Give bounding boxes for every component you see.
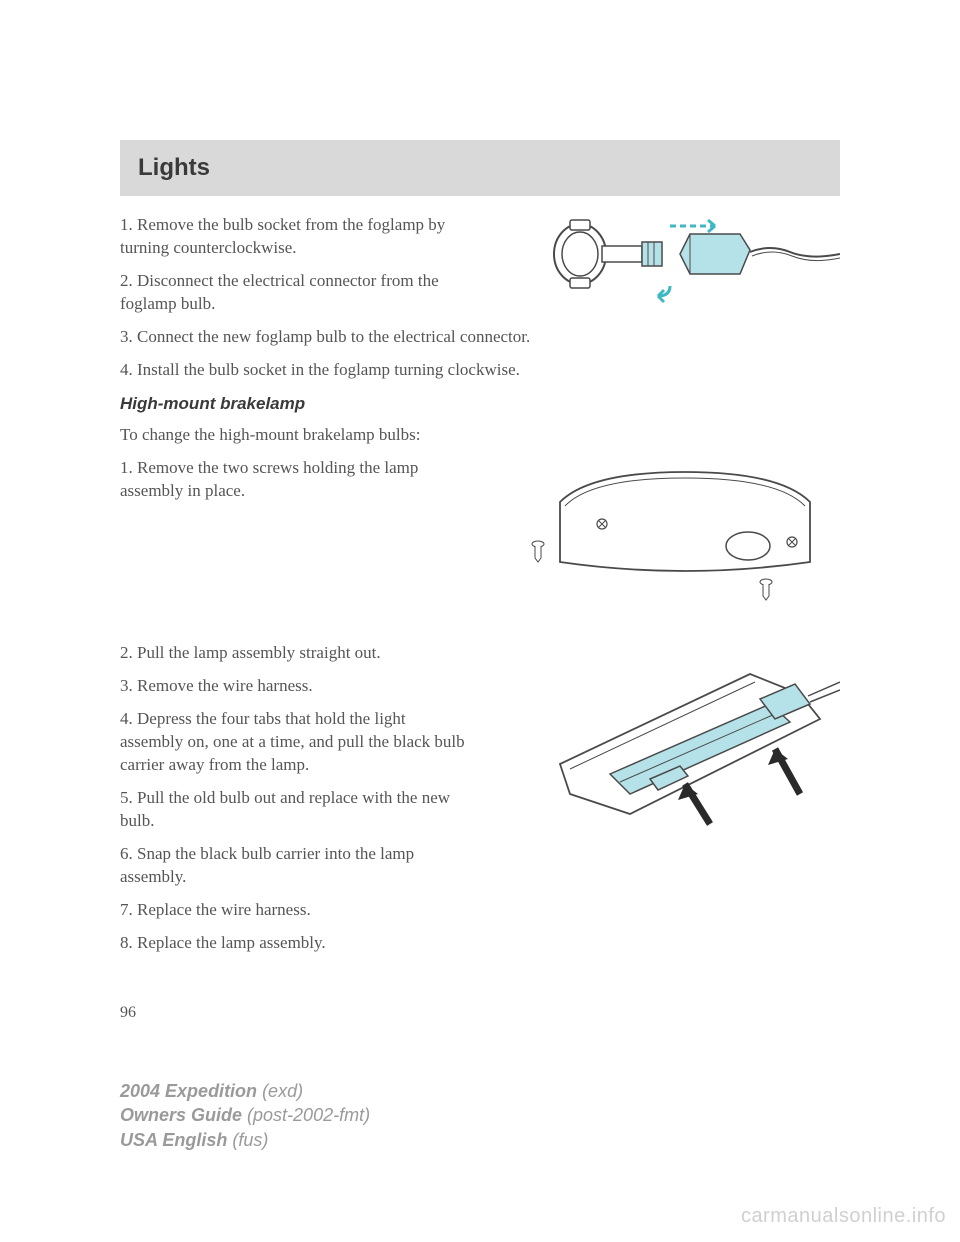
footer-line: USA English (fus) [120, 1128, 370, 1152]
brakelamp-bulb-carrier-diagram [550, 664, 840, 859]
step-text: 1. Remove the bulb socket from the fogla… [120, 214, 466, 260]
foglamp-bulb-socket-diagram [540, 214, 840, 309]
footer-code: (post-2002-fmt) [247, 1105, 370, 1125]
page-number: 96 [120, 1004, 136, 1022]
step-text: 4. Depress the four tabs that hold the l… [120, 708, 466, 777]
page-container: Lights [0, 0, 960, 955]
footer-lang: USA English [120, 1130, 232, 1150]
step-text: 2. Disconnect the electrical connector f… [120, 270, 466, 316]
footer-block: 2004 Expedition (exd) Owners Guide (post… [120, 1079, 370, 1152]
step-text: 8. Replace the lamp assembly. [120, 932, 466, 955]
brakelamp-assembly-screws-diagram [530, 462, 840, 607]
step-text: 3. Connect the new foglamp bulb to the e… [120, 326, 840, 349]
section-title: Lights [138, 154, 822, 182]
footer-model: 2004 Expedition [120, 1081, 262, 1101]
step-text: 2. Pull the lamp assembly straight out. [120, 642, 466, 665]
watermark: carmanualsonline.info [741, 1205, 946, 1228]
footer-line: 2004 Expedition (exd) [120, 1079, 370, 1103]
step-text: 4. Install the bulb socket in the foglam… [120, 359, 840, 382]
body-content: 1. Remove the bulb socket from the fogla… [120, 214, 840, 955]
step-text: 3. Remove the wire harness. [120, 675, 466, 698]
section-header: Lights [120, 140, 840, 196]
footer-guide: Owners Guide [120, 1105, 247, 1125]
footer-code: (exd) [262, 1081, 303, 1101]
step-text: 7. Replace the wire harness. [120, 899, 466, 922]
step-text: 6. Snap the black bulb carrier into the … [120, 843, 466, 889]
step-text: 1. Remove the two screws holding the lam… [120, 457, 466, 503]
step-text: To change the high-mount brakelamp bulbs… [120, 424, 466, 447]
step-text: 5. Pull the old bulb out and replace wit… [120, 787, 466, 833]
footer-code: (fus) [232, 1130, 268, 1150]
subheading: High-mount brakelamp [120, 394, 840, 414]
footer-line: Owners Guide (post-2002-fmt) [120, 1103, 370, 1127]
